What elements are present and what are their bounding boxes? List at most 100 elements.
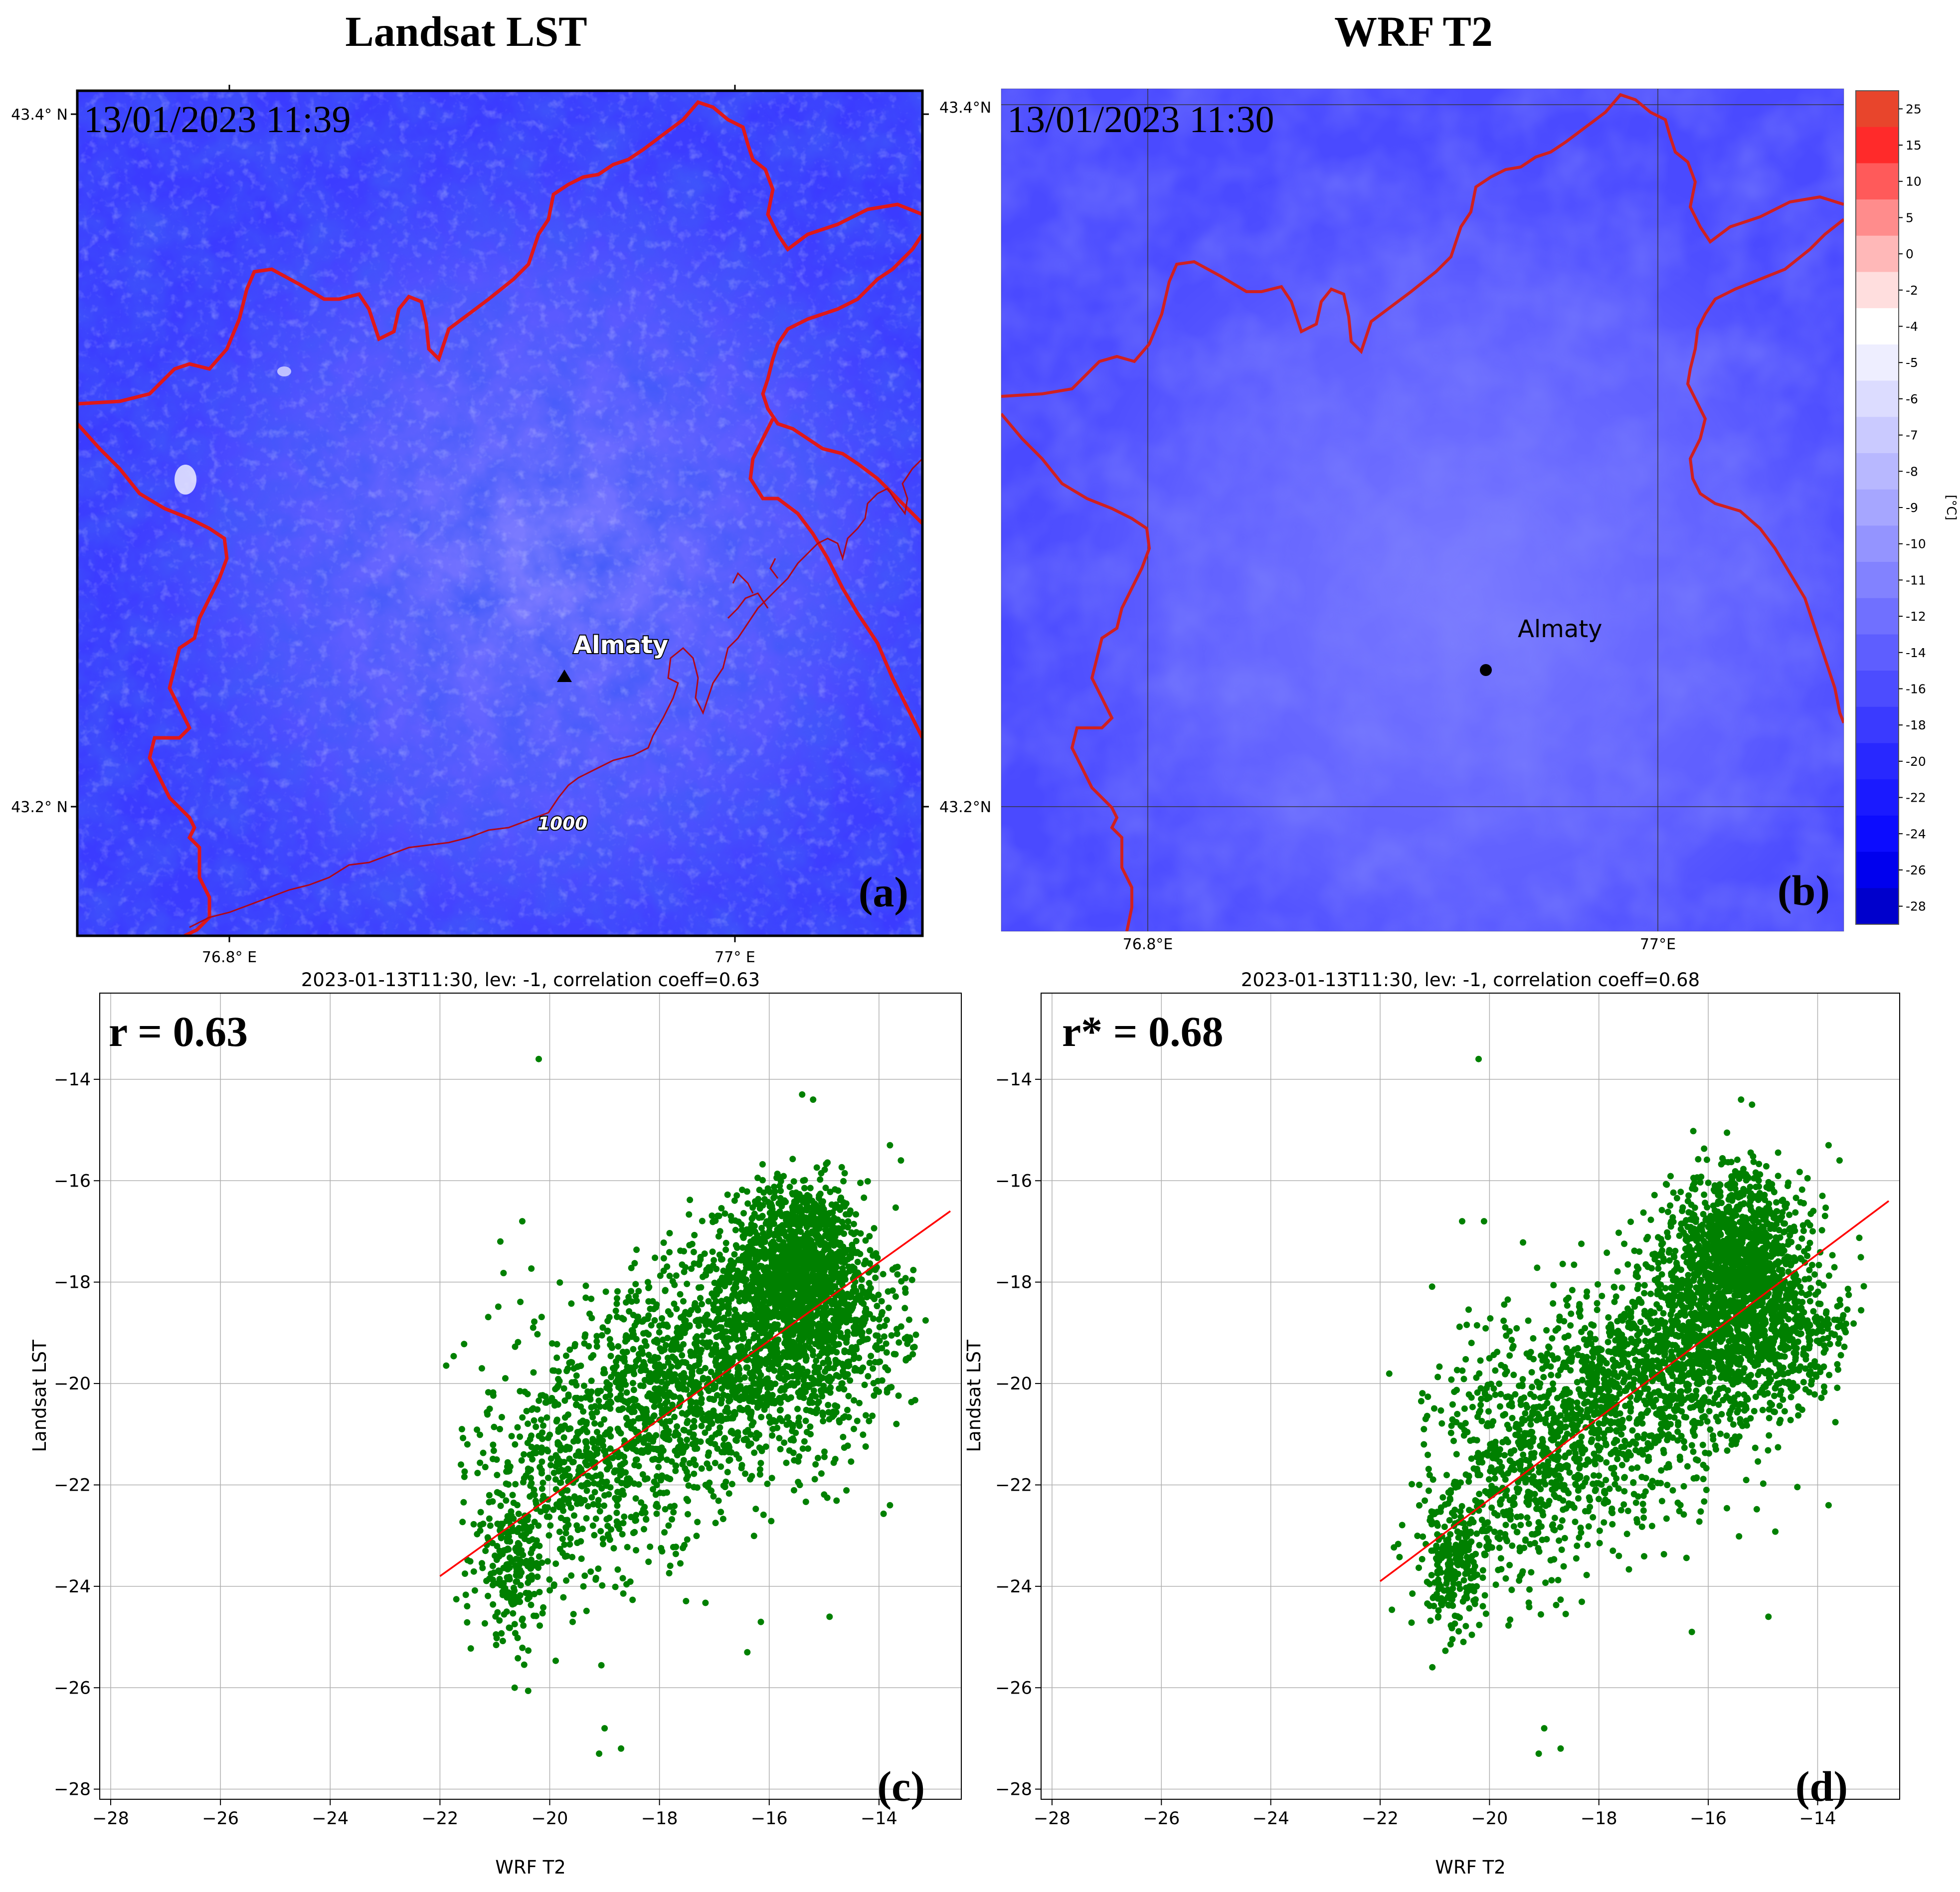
scatter-c-xlabel: WRF T2	[495, 1857, 565, 1878]
scatter-point	[841, 1170, 848, 1177]
scatter-point	[815, 1288, 822, 1295]
scatter-point	[588, 1474, 595, 1481]
scatter-point	[902, 1357, 909, 1364]
scatter-point	[1745, 1188, 1752, 1195]
scatter-point	[515, 1511, 522, 1517]
scatter-point	[1792, 1209, 1799, 1216]
x-tick-label: −18	[641, 1809, 678, 1829]
scatter-point	[607, 1342, 614, 1349]
scatter-point	[1750, 1158, 1757, 1165]
scatter-point	[753, 1312, 760, 1319]
scatter-point	[588, 1457, 595, 1464]
scatter-point	[646, 1436, 653, 1443]
scatter-point	[854, 1417, 861, 1424]
scatter-point	[680, 1298, 687, 1305]
scatter-point	[835, 1359, 842, 1366]
scatter-point	[698, 1347, 705, 1353]
scatter-point	[544, 1558, 551, 1565]
scatter-point	[1756, 1190, 1763, 1197]
scatter-point	[545, 1532, 552, 1539]
scatter-point	[856, 1399, 863, 1406]
scatter-point	[702, 1599, 709, 1606]
scatter-point	[862, 1237, 869, 1244]
scatter-point	[630, 1403, 637, 1410]
scatter-point	[632, 1495, 639, 1502]
scatter-point	[823, 1213, 830, 1220]
scatter-point	[796, 1422, 803, 1429]
scatter-point	[638, 1345, 645, 1352]
scatter-point	[685, 1511, 691, 1518]
scatter-point	[503, 1480, 510, 1487]
map-a-bright-spot	[175, 465, 196, 495]
scatter-point	[1724, 1129, 1731, 1136]
scatter-point	[741, 1230, 748, 1237]
scatter-point	[601, 1725, 608, 1732]
scatter-point	[774, 1171, 781, 1177]
scatter-point	[802, 1343, 809, 1350]
scatter-point	[757, 1381, 764, 1388]
map-a-lat-label-south-right: 43.2°N	[939, 799, 991, 816]
colorbar: 25151050-2-4-5-6-7-8-9-10-11-12-14-16-18…	[1855, 90, 1959, 925]
scatter-point	[640, 1415, 647, 1422]
scatter-point	[824, 1283, 831, 1290]
scatter-point	[790, 1325, 797, 1332]
scatter-point	[812, 1461, 819, 1468]
scatter-point	[1811, 1271, 1818, 1278]
scatter-point	[531, 1417, 537, 1424]
scatter-point	[498, 1414, 505, 1420]
scatter-point	[901, 1335, 908, 1342]
scatter-point	[669, 1516, 675, 1523]
scatter-point	[1691, 1180, 1698, 1187]
scatter-point	[504, 1594, 511, 1601]
scatter-point	[705, 1387, 712, 1394]
scatter-point	[858, 1276, 865, 1283]
scatter-point	[690, 1456, 697, 1463]
scatter-point	[776, 1274, 783, 1281]
scatter-point	[763, 1402, 770, 1409]
scatter-point	[564, 1465, 571, 1472]
scatter-point	[871, 1392, 878, 1399]
scatter-point	[822, 1319, 829, 1326]
scatter-point	[691, 1340, 698, 1347]
scatter-point	[693, 1399, 700, 1406]
scatter-point	[893, 1326, 900, 1333]
scatter-point	[1740, 1166, 1747, 1173]
scatter-point	[460, 1434, 467, 1441]
colorbar-tick-label: 25	[1906, 102, 1922, 116]
scatter-point	[735, 1364, 742, 1371]
scatter-point	[560, 1385, 567, 1392]
scatter-point	[862, 1316, 869, 1323]
scatter-point	[866, 1280, 873, 1287]
scatter-point	[486, 1492, 493, 1499]
scatter-point	[922, 1317, 929, 1324]
scatter-point	[674, 1363, 681, 1370]
scatter-point	[600, 1541, 606, 1548]
scatter-c-grid	[100, 993, 961, 1799]
scatter-point	[631, 1426, 638, 1433]
scatter-point	[717, 1463, 724, 1470]
scatter-point	[460, 1499, 467, 1506]
scatter-point	[868, 1353, 875, 1360]
scatter-point	[832, 1204, 839, 1211]
scatter-point	[703, 1266, 710, 1273]
scatter-point	[728, 1481, 735, 1488]
map-a: 43.4° N 43.2° N 43.4°N 43.2°N 76.8° E 77…	[11, 85, 991, 966]
scatter-point	[813, 1164, 820, 1171]
scatter-point	[860, 1321, 867, 1328]
map-a-contour-1000	[189, 458, 922, 928]
scatter-point	[718, 1396, 725, 1403]
scatter-point	[768, 1215, 775, 1222]
scatter-point	[1691, 1204, 1698, 1211]
scatter-point	[580, 1408, 587, 1415]
scatter-point	[670, 1393, 677, 1400]
scatter-point	[496, 1617, 503, 1624]
scatter-point	[617, 1406, 624, 1413]
scatter-point	[512, 1481, 519, 1488]
scatter-point	[576, 1464, 583, 1471]
scatter-point	[702, 1365, 709, 1372]
scatter-point	[577, 1363, 584, 1369]
scatter-point	[821, 1296, 828, 1303]
scatter-point	[632, 1517, 639, 1524]
scatter-point	[760, 1189, 767, 1196]
scatter-point	[559, 1502, 566, 1509]
